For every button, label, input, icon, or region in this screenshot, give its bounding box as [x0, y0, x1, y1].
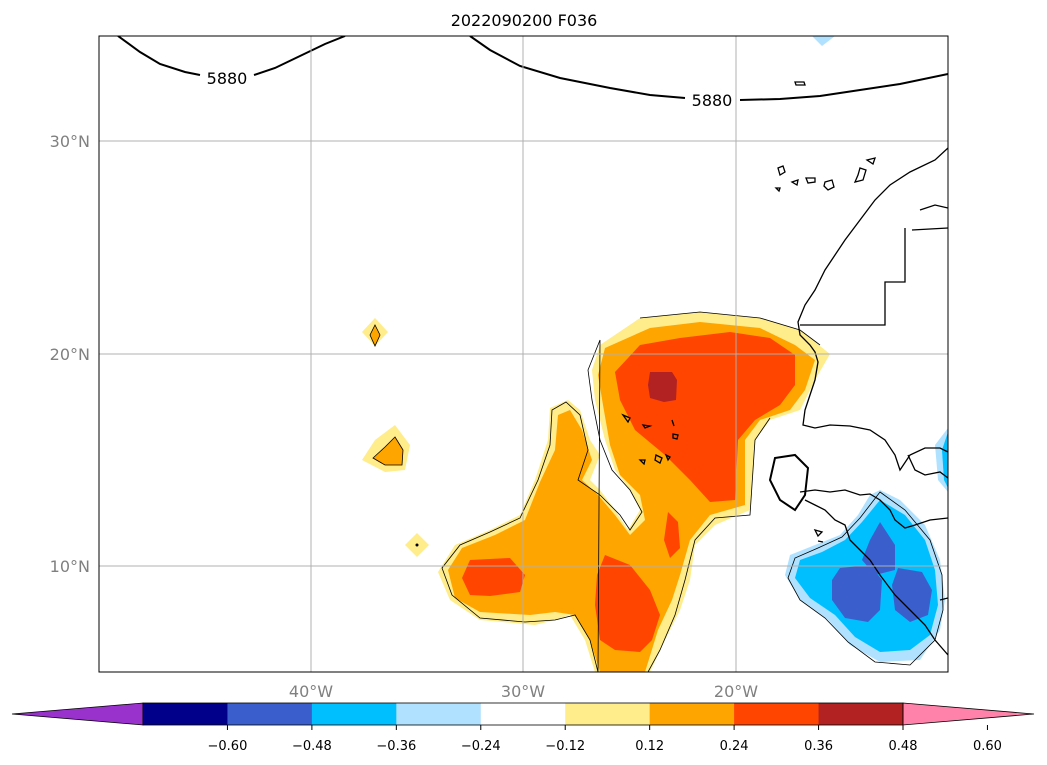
colorbar-tick-label: 0.60 — [973, 739, 1002, 754]
gridlines — [99, 36, 948, 672]
colorbar-tick-label: −0.60 — [208, 739, 248, 754]
colorbar-tick-label: 0.24 — [720, 739, 749, 754]
lat-label-10n: 10°N — [50, 557, 90, 576]
colorbar-tick-label: −0.12 — [545, 739, 585, 754]
colorbar-tick-label: 0.48 — [889, 739, 918, 754]
islands — [621, 81, 876, 543]
colorbar-outline — [142, 702, 904, 726]
lat-label-20n: 20°N — [50, 345, 90, 364]
contour-label: 5880 — [692, 91, 733, 110]
lat-label-30n: 30°N — [50, 132, 90, 151]
colorbar-bin — [734, 703, 820, 725]
lon-label-40w: 40°W — [289, 682, 333, 701]
colorbar-tick-label: −0.24 — [461, 739, 501, 754]
colorbar-tick-label: −0.48 — [292, 739, 332, 754]
colorbar-bin — [311, 703, 397, 725]
positive-anomaly-small — [362, 318, 429, 557]
positive-anomaly-main — [438, 311, 830, 672]
colorbar-bin — [649, 703, 735, 725]
colorbar-bin — [227, 703, 313, 725]
negative-anomaly — [785, 36, 948, 666]
coastlines — [768, 147, 948, 656]
colorbar-bin — [480, 703, 566, 725]
longitude-labels: 40°W 30°W 20°W — [289, 682, 758, 701]
map-area: 5880 5880 — [98, 35, 949, 673]
height-contour-5880 — [117, 36, 948, 101]
colorbar-bin — [396, 703, 482, 725]
contour-label: 5880 — [207, 69, 248, 88]
colorbar-extend-low — [11, 702, 144, 726]
lon-label-20w: 20°W — [714, 682, 758, 701]
colorbar-tick-label: 0.12 — [635, 739, 664, 754]
lon-label-30w: 30°W — [501, 682, 545, 701]
colorbar-tick-label: 0.36 — [804, 739, 833, 754]
colorbar-tick-label: −0.36 — [376, 739, 416, 754]
latitude-labels: 30°N 20°N 10°N — [50, 132, 90, 576]
colorbar-bin — [818, 703, 904, 725]
colorbar-extend-high — [902, 702, 1035, 726]
colorbar: −0.60 −0.48 −0.36 −0.24 −0.12 0.12 0.24 0.36 0.4… — [11, 702, 1035, 754]
colorbar-bin — [143, 703, 228, 725]
colorbar-bin — [565, 703, 651, 725]
map-title: 2022090200 F036 — [451, 11, 598, 30]
